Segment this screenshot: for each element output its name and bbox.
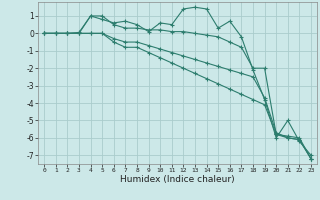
X-axis label: Humidex (Indice chaleur): Humidex (Indice chaleur): [120, 175, 235, 184]
